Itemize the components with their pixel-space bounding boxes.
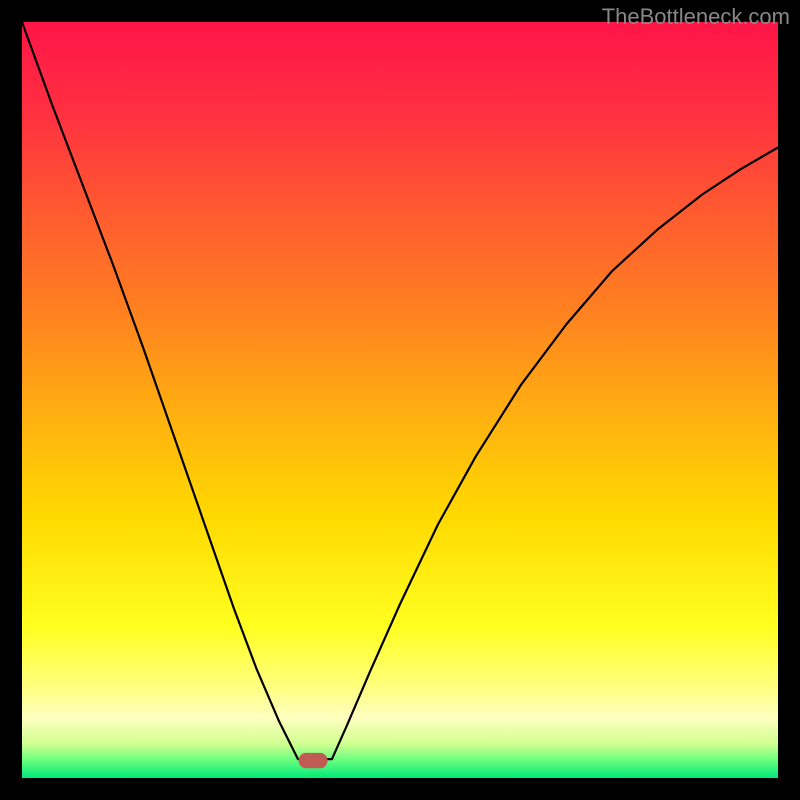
chart-svg xyxy=(0,0,800,800)
chart-container: TheBottleneck.com xyxy=(0,0,800,800)
watermark-text: TheBottleneck.com xyxy=(602,4,790,30)
